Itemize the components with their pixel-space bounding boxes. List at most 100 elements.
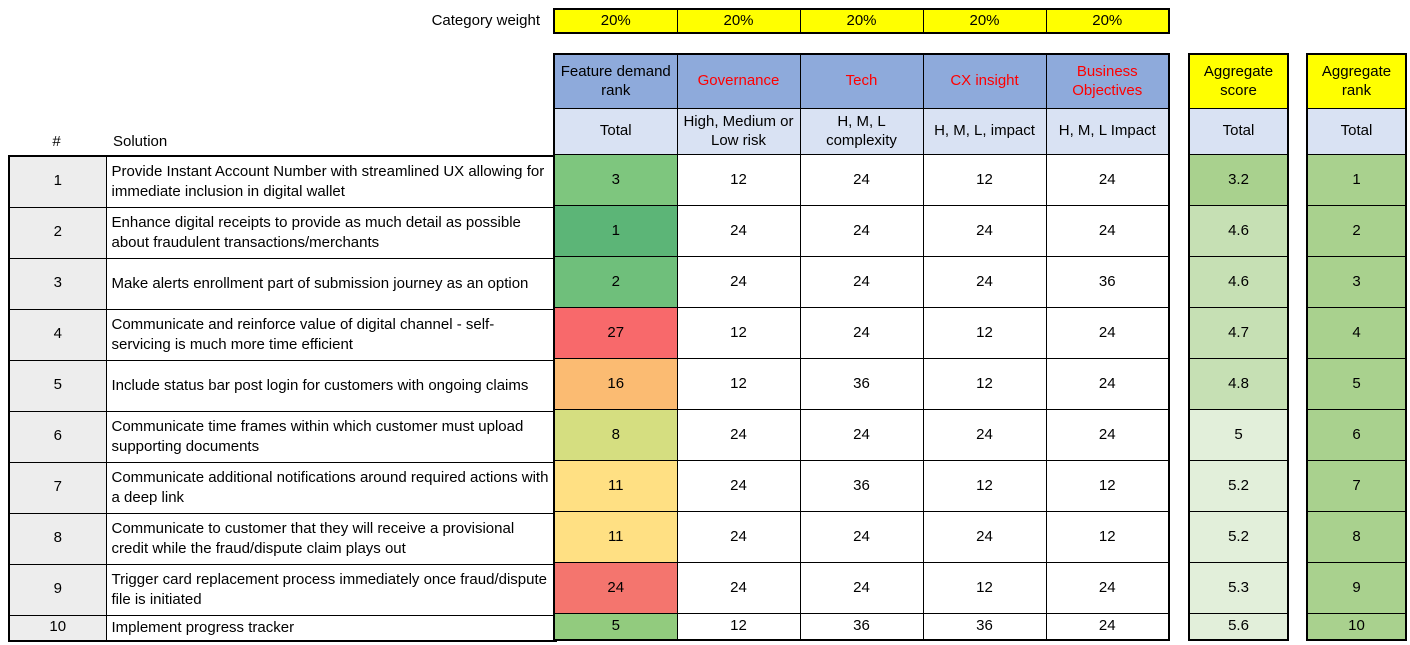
tech-score-cell[interactable]: 24 (799, 154, 924, 206)
aggregate-score-cell[interactable]: 4.8 (1188, 358, 1289, 410)
aggregate-rank-cell[interactable]: 4 (1306, 307, 1407, 359)
aggregate-score-cell[interactable]: 5 (1188, 409, 1289, 461)
business-score-cell[interactable]: 24 (1045, 409, 1170, 461)
aggregate-rank-cell[interactable]: 7 (1306, 460, 1407, 512)
feature-demand-rank-cell[interactable]: 24 (553, 562, 678, 614)
governance-score-cell[interactable]: 12 (676, 307, 801, 359)
aggregate-rank-cell[interactable]: 2 (1306, 205, 1407, 257)
aggregate-score-subheader[interactable]: Total (1188, 108, 1289, 155)
category-weight-cell[interactable]: 20% (799, 8, 924, 34)
row-number-cell[interactable]: 10 (8, 614, 107, 642)
feature-demand-rank-cell[interactable]: 1 (553, 205, 678, 257)
cx-score-cell[interactable]: 24 (922, 409, 1047, 461)
column-header-governance[interactable]: Governance (676, 53, 801, 109)
aggregate-score-cell[interactable]: 5.2 (1188, 511, 1289, 563)
solution-cell[interactable]: Trigger card replacement process immedia… (105, 563, 557, 616)
subheader-governance-scale[interactable]: High, Medium or Low risk (676, 108, 801, 155)
column-header-cx-insight[interactable]: CX insight (922, 53, 1047, 109)
feature-demand-rank-cell[interactable]: 11 (553, 460, 678, 512)
cx-score-cell[interactable]: 24 (922, 256, 1047, 308)
feature-demand-rank-cell[interactable]: 11 (553, 511, 678, 563)
row-number-cell[interactable]: 4 (8, 308, 107, 361)
column-header-business-objectives[interactable]: Business Objectives (1045, 53, 1170, 109)
aggregate-rank-subheader[interactable]: Total (1306, 108, 1407, 155)
row-number-cell[interactable]: 5 (8, 359, 107, 412)
category-weight-cell[interactable]: 20% (922, 8, 1047, 34)
tech-score-cell[interactable]: 24 (799, 409, 924, 461)
aggregate-score-header[interactable]: Aggregate score (1188, 53, 1289, 109)
tech-score-cell[interactable]: 36 (799, 613, 924, 640)
row-number-cell[interactable]: 2 (8, 206, 107, 259)
category-weight-label[interactable]: Category weight (431, 12, 540, 29)
solution-cell[interactable]: Implement progress tracker (105, 614, 557, 642)
aggregate-rank-cell[interactable]: 10 (1306, 613, 1407, 640)
tech-score-cell[interactable]: 24 (799, 205, 924, 257)
aggregate-rank-cell[interactable]: 3 (1306, 256, 1407, 308)
cx-score-cell[interactable]: 24 (922, 511, 1047, 563)
row-number-cell[interactable]: 1 (8, 155, 107, 208)
solution-cell[interactable]: Communicate to customer that they will r… (105, 512, 557, 565)
business-score-cell[interactable]: 12 (1045, 460, 1170, 512)
cx-score-cell[interactable]: 12 (922, 358, 1047, 410)
business-score-cell[interactable]: 24 (1045, 205, 1170, 257)
solution-cell[interactable]: Communicate time frames within which cus… (105, 410, 557, 463)
aggregate-score-cell[interactable]: 5.3 (1188, 562, 1289, 614)
governance-score-cell[interactable]: 12 (676, 154, 801, 206)
tech-score-cell[interactable]: 24 (799, 307, 924, 359)
number-column-header[interactable]: # (52, 133, 61, 150)
aggregate-score-cell[interactable]: 3.2 (1188, 154, 1289, 206)
category-weight-cell[interactable]: 20% (553, 8, 678, 34)
tech-score-cell[interactable]: 24 (799, 511, 924, 563)
subheader-total[interactable]: Total (553, 108, 678, 155)
aggregate-score-cell[interactable]: 5.2 (1188, 460, 1289, 512)
category-weight-cell[interactable]: 20% (1045, 8, 1170, 34)
solution-cell[interactable]: Include status bar post login for custom… (105, 359, 557, 412)
governance-score-cell[interactable]: 24 (676, 460, 801, 512)
aggregate-score-cell[interactable]: 5.6 (1188, 613, 1289, 640)
governance-score-cell[interactable]: 24 (676, 562, 801, 614)
aggregate-score-cell[interactable]: 4.7 (1188, 307, 1289, 359)
cx-score-cell[interactable]: 36 (922, 613, 1047, 640)
aggregate-rank-cell[interactable]: 1 (1306, 154, 1407, 206)
aggregate-score-cell[interactable]: 4.6 (1188, 256, 1289, 308)
column-header-tech[interactable]: Tech (799, 53, 924, 109)
aggregate-score-cell[interactable]: 4.6 (1188, 205, 1289, 257)
aggregate-rank-cell[interactable]: 9 (1306, 562, 1407, 614)
cx-score-cell[interactable]: 12 (922, 562, 1047, 614)
solution-cell[interactable]: Communicate additional notifications aro… (105, 461, 557, 514)
governance-score-cell[interactable]: 24 (676, 409, 801, 461)
cx-score-cell[interactable]: 12 (922, 307, 1047, 359)
governance-score-cell[interactable]: 24 (676, 256, 801, 308)
solution-cell[interactable]: Enhance digital receipts to provide as m… (105, 206, 557, 259)
row-number-cell[interactable]: 9 (8, 563, 107, 616)
solution-column-header[interactable]: Solution (113, 133, 168, 150)
row-number-cell[interactable]: 3 (8, 257, 107, 310)
feature-demand-rank-cell[interactable]: 8 (553, 409, 678, 461)
aggregate-rank-cell[interactable]: 5 (1306, 358, 1407, 410)
business-score-cell[interactable]: 24 (1045, 154, 1170, 206)
business-score-cell[interactable]: 36 (1045, 256, 1170, 308)
cx-score-cell[interactable]: 12 (922, 460, 1047, 512)
aggregate-rank-cell[interactable]: 6 (1306, 409, 1407, 461)
business-score-cell[interactable]: 24 (1045, 562, 1170, 614)
row-number-cell[interactable]: 7 (8, 461, 107, 514)
aggregate-rank-header[interactable]: Aggregate rank (1306, 53, 1407, 109)
cx-score-cell[interactable]: 24 (922, 205, 1047, 257)
cx-score-cell[interactable]: 12 (922, 154, 1047, 206)
subheader-business-scale[interactable]: H, M, L Impact (1045, 108, 1170, 155)
category-weight-cell[interactable]: 20% (676, 8, 801, 34)
business-score-cell[interactable]: 24 (1045, 358, 1170, 410)
tech-score-cell[interactable]: 24 (799, 562, 924, 614)
business-score-cell[interactable]: 24 (1045, 613, 1170, 640)
governance-score-cell[interactable]: 12 (676, 358, 801, 410)
aggregate-rank-cell[interactable]: 8 (1306, 511, 1407, 563)
governance-score-cell[interactable]: 24 (676, 205, 801, 257)
row-number-cell[interactable]: 8 (8, 512, 107, 565)
row-number-cell[interactable]: 6 (8, 410, 107, 463)
tech-score-cell[interactable]: 24 (799, 256, 924, 308)
feature-demand-rank-cell[interactable]: 2 (553, 256, 678, 308)
governance-score-cell[interactable]: 24 (676, 511, 801, 563)
subheader-tech-scale[interactable]: H, M, L complexity (799, 108, 924, 155)
feature-demand-rank-cell[interactable]: 27 (553, 307, 678, 359)
solution-cell[interactable]: Provide Instant Account Number with stre… (105, 155, 557, 208)
